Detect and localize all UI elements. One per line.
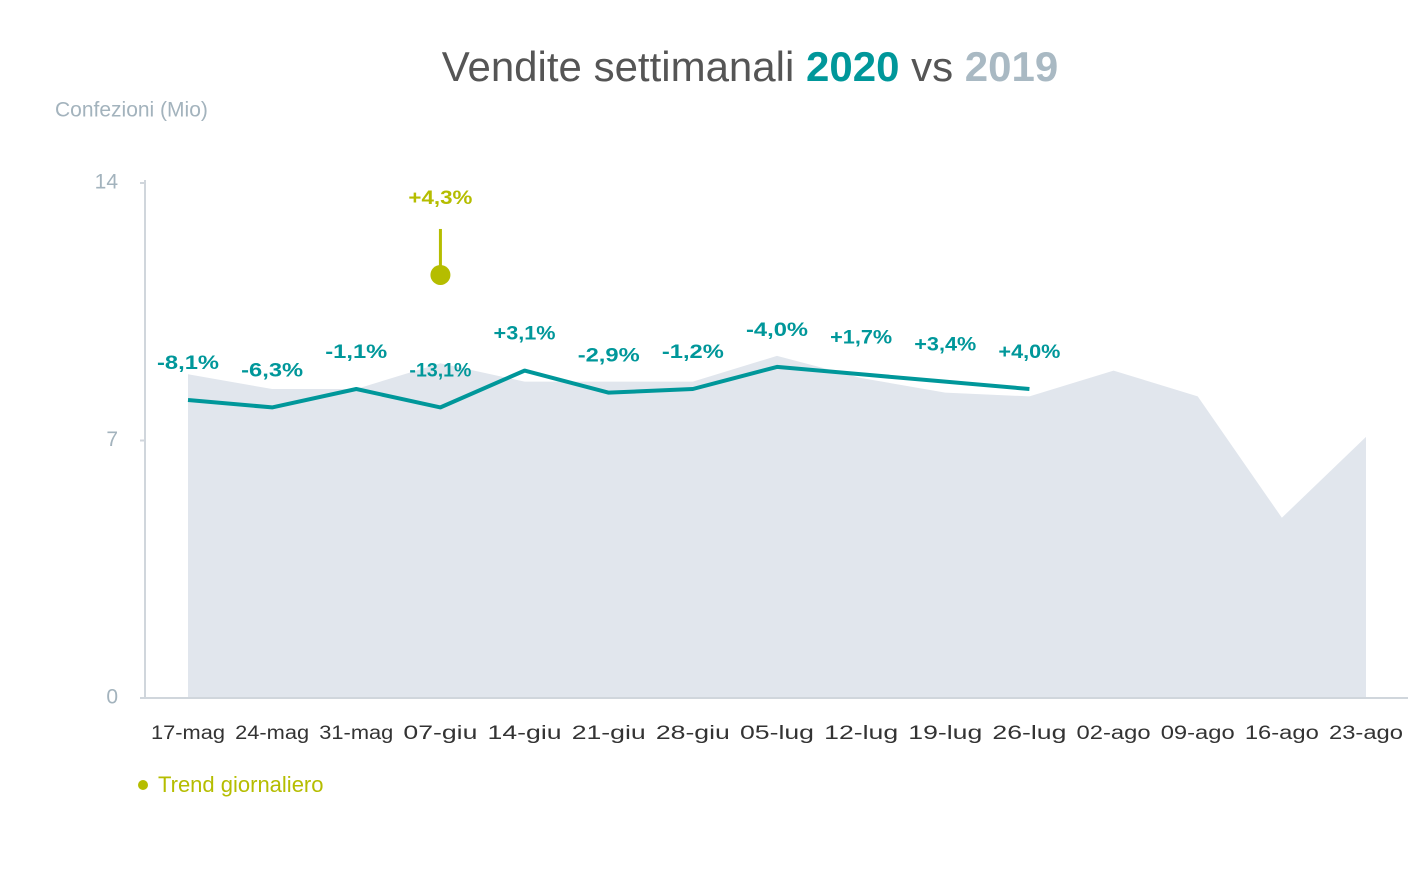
- y-axis-label: Confezioni (Mio): [55, 99, 208, 122]
- line-2020: [187, 364, 1030, 410]
- y-tick-label: 7: [106, 428, 118, 451]
- change-label: +3,1%: [494, 324, 556, 345]
- x-tick-label: 02-ago: [1077, 723, 1151, 744]
- title-text: Vendite settimanali: [442, 43, 795, 90]
- change-label: -13,1%: [409, 360, 471, 381]
- change-label: -1,2%: [662, 342, 724, 363]
- x-tick-label: 24-mag: [235, 723, 309, 744]
- change-label: -2,9%: [578, 346, 640, 367]
- legend-label: Trend giornaliero: [158, 772, 324, 797]
- chart-title: Vendite settimanali 2020 vs 2019: [442, 43, 1058, 90]
- x-tick-label: 21-giu: [572, 723, 646, 744]
- title-joiner: vs: [911, 43, 953, 90]
- area-2019: [188, 355, 1366, 698]
- x-tick-label: 17-mag: [151, 723, 225, 744]
- trend-point: [430, 264, 451, 285]
- x-tick-label: 14-giu: [488, 723, 562, 744]
- title-series-2019: 2019: [965, 43, 1058, 90]
- x-tick-label: 31-mag: [319, 723, 393, 744]
- x-tick-label: 09-ago: [1161, 723, 1235, 744]
- change-label: -6,3%: [241, 360, 303, 381]
- trend-label: +4,3%: [408, 188, 472, 209]
- x-tick-label: 23-ago: [1329, 723, 1403, 744]
- y-tick-label: 0: [106, 686, 118, 709]
- x-tick-label: 19-lug: [908, 723, 982, 744]
- x-tick-label: 12-lug: [824, 723, 898, 744]
- legend-dot: [138, 780, 148, 790]
- x-tick-label: 28-giu: [656, 723, 730, 744]
- change-label: -4,0%: [746, 320, 808, 341]
- x-tick-label: 26-lug: [992, 723, 1066, 744]
- x-tick-label: 07-giu: [403, 723, 477, 744]
- change-label: +1,7%: [830, 327, 892, 348]
- y-tick-label: 14: [95, 171, 119, 194]
- title-series-2020: 2020: [806, 43, 899, 90]
- change-label: -1,1%: [325, 342, 387, 363]
- change-label: +3,4%: [914, 335, 976, 356]
- x-tick-label: 16-ago: [1245, 723, 1319, 744]
- change-label: +4,0%: [998, 342, 1060, 363]
- change-label: -8,1%: [157, 353, 219, 374]
- x-tick-label: 05-lug: [740, 723, 814, 744]
